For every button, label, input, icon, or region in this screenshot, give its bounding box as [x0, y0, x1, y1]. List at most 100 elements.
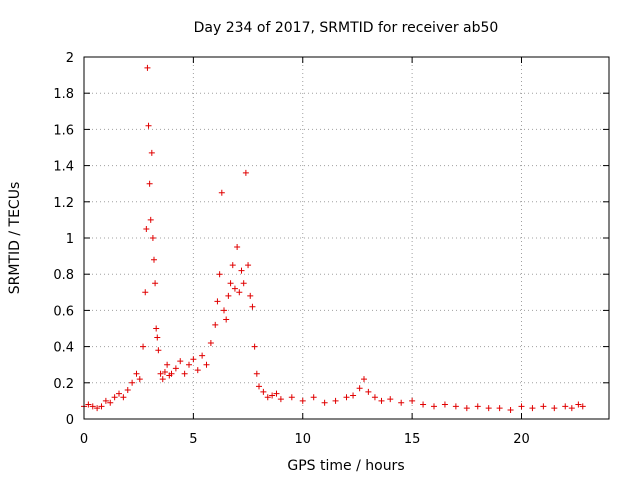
- data-point: [120, 394, 127, 401]
- data-point: [575, 401, 582, 408]
- y-tick-label: 1.6: [53, 123, 74, 138]
- data-point: [251, 343, 258, 350]
- data-point: [231, 285, 238, 292]
- data-point: [277, 396, 284, 403]
- data-point: [98, 403, 105, 410]
- data-point: [249, 303, 256, 310]
- y-tick-label: 1: [66, 232, 74, 247]
- data-point: [111, 394, 118, 401]
- data-point: [221, 307, 227, 314]
- data-point: [207, 339, 214, 346]
- data-point: [140, 343, 147, 350]
- data-point: [371, 394, 378, 401]
- data-point: [143, 225, 150, 232]
- data-point: [225, 292, 232, 299]
- data-point: [155, 347, 162, 354]
- data-point: [89, 403, 96, 410]
- data-point: [152, 280, 159, 287]
- data-point: [361, 376, 367, 383]
- x-tick-label: 0: [80, 432, 88, 447]
- y-tick-label: 1.8: [53, 87, 74, 102]
- data-point: [214, 298, 221, 305]
- data-point: [409, 397, 416, 404]
- grid-lines: [84, 57, 609, 419]
- data-point: [186, 361, 192, 368]
- data-point: [85, 401, 92, 408]
- y-tick-label: 0.6: [53, 304, 74, 319]
- y-tick-label: 0.8: [53, 268, 74, 283]
- data-point: [568, 405, 575, 412]
- data-point: [116, 390, 122, 397]
- x-tick-label: 5: [189, 432, 197, 447]
- data-point: [356, 385, 363, 392]
- data-point: [236, 289, 243, 296]
- data-point: [203, 361, 210, 368]
- data-point: [273, 390, 280, 397]
- data-point: [242, 169, 249, 176]
- data-point: [172, 365, 179, 372]
- data-point: [245, 262, 252, 269]
- x-axis-label: GPS time / hours: [287, 458, 404, 474]
- data-point: [562, 403, 569, 410]
- data-point: [212, 321, 219, 328]
- data-point: [240, 280, 247, 287]
- data-point: [147, 216, 154, 223]
- y-tick-label: 2: [66, 51, 74, 66]
- y-tick-label: 0: [66, 413, 74, 428]
- data-point: [264, 394, 271, 401]
- data-point: [332, 397, 339, 404]
- data-point: [256, 383, 262, 390]
- data-point: [420, 401, 427, 408]
- data-point: [229, 262, 236, 269]
- data-point: [452, 403, 459, 410]
- data-point: [194, 367, 201, 374]
- data-point: [133, 370, 140, 377]
- data-point: [310, 394, 317, 401]
- data-point: [148, 149, 155, 156]
- data-point: [579, 403, 586, 410]
- data-point: [441, 401, 448, 408]
- data-point: [507, 406, 514, 413]
- data-point: [474, 403, 481, 410]
- data-point: [485, 405, 492, 412]
- y-tick-label: 1.4: [53, 160, 74, 175]
- data-point: [146, 180, 153, 187]
- y-tick-label: 0.4: [53, 341, 74, 356]
- y-tick-label: 0.2: [53, 377, 74, 392]
- data-point: [159, 376, 166, 383]
- data-point: [551, 405, 558, 412]
- data-point: [288, 394, 295, 401]
- y-tick-label: 1.2: [53, 196, 74, 211]
- data-point: [199, 352, 206, 359]
- data-point: [145, 122, 152, 129]
- data-point: [181, 370, 188, 377]
- data-point: [365, 388, 372, 395]
- data-points: [81, 64, 586, 413]
- data-point: [343, 394, 350, 401]
- x-tick-label: 10: [294, 432, 311, 447]
- data-point: [247, 292, 254, 299]
- data-point: [496, 405, 503, 412]
- data-point: [190, 356, 197, 363]
- data-point: [151, 256, 157, 263]
- data-point: [321, 399, 328, 406]
- data-point: [218, 189, 225, 196]
- data-point: [144, 64, 151, 71]
- data-point: [164, 361, 171, 368]
- data-point: [378, 397, 385, 404]
- data-point: [260, 388, 267, 395]
- data-point: [238, 267, 245, 274]
- x-tick-label: 20: [513, 432, 530, 447]
- data-point: [223, 316, 230, 323]
- y-axis-label: SRMTID / TECUs: [7, 182, 23, 295]
- data-point: [398, 399, 405, 406]
- data-point: [227, 280, 234, 287]
- data-point: [387, 396, 394, 403]
- data-point: [124, 387, 131, 394]
- data-point: [529, 405, 536, 412]
- data-point: [253, 370, 260, 377]
- data-point: [350, 392, 357, 399]
- data-point: [168, 370, 175, 377]
- data-point: [153, 325, 160, 332]
